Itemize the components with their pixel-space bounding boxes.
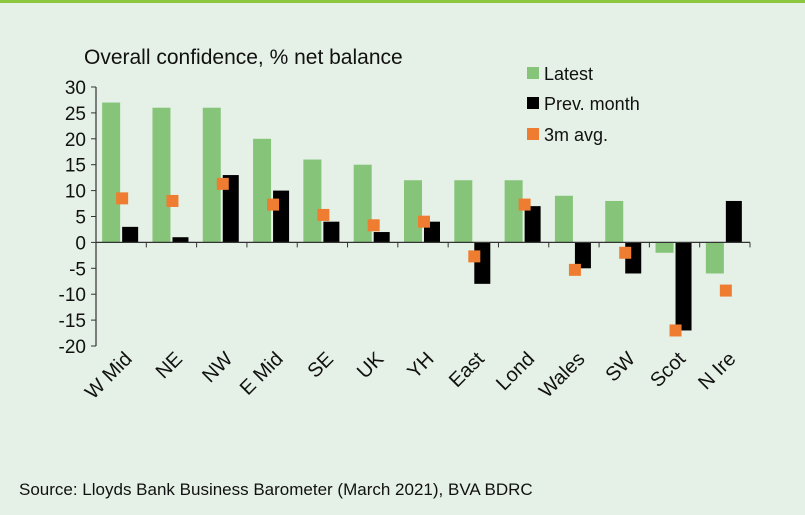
legend-label: Latest: [544, 64, 593, 84]
source-note: Source: Lloyds Bank Business Barometer (…: [19, 480, 533, 499]
y-tick-label: 10: [65, 182, 86, 203]
bar-latest: [454, 180, 473, 243]
marker-3m-avg: [619, 246, 632, 259]
category-label: NE: [152, 348, 187, 383]
y-tick-label: 25: [65, 104, 86, 125]
marker-3m-avg: [418, 215, 430, 228]
category-label: SW: [601, 348, 639, 386]
bar-latest: [202, 107, 221, 243]
bar-prev-month: [222, 175, 239, 243]
bar-latest: [605, 200, 624, 243]
category-label: SE: [303, 348, 337, 382]
bar-latest: [303, 159, 322, 243]
bar-latest: [404, 180, 422, 243]
marker-3m-avg: [468, 250, 481, 263]
category-label: UK: [353, 348, 389, 384]
bar-prev-month: [524, 206, 541, 243]
marker-3m-avg: [518, 198, 531, 211]
category-label: E Mid: [236, 348, 288, 400]
bar-latest: [655, 242, 674, 253]
marker-3m-avg: [669, 324, 682, 337]
marker-3m-avg: [116, 192, 129, 205]
y-tick-label: 0: [75, 233, 86, 254]
bar-prev-month: [474, 242, 491, 284]
marker-3m-avg: [216, 177, 229, 190]
bar-latest: [152, 107, 171, 243]
marker-3m-avg: [568, 263, 581, 276]
bar-latest: [353, 164, 372, 243]
y-tick-label: -15: [59, 311, 86, 332]
marker-3m-avg: [317, 208, 330, 221]
category-label: W Mid: [81, 348, 137, 404]
y-tick-label: 20: [65, 130, 86, 151]
y-tick-label: -5: [69, 259, 86, 280]
bar-prev-month: [675, 242, 692, 331]
top-rule: [0, 0, 805, 3]
category-label: N Ire: [694, 348, 740, 394]
bar-prev-month: [323, 221, 340, 243]
bar-prev-month: [574, 242, 591, 269]
legend-swatch-latest: [527, 67, 539, 79]
legend-swatch-3m-avg: [527, 128, 539, 140]
bar-prev-month: [373, 232, 390, 243]
y-tick-label: -20: [59, 337, 86, 358]
bar-latest: [504, 180, 523, 243]
bar-prev-month: [122, 226, 139, 243]
category-label: East: [445, 348, 489, 392]
chart-title: Overall confidence, % net balance: [84, 46, 403, 69]
y-tick-label: 15: [65, 156, 86, 177]
bar-latest: [705, 242, 724, 274]
category-label: Lond: [492, 348, 539, 395]
bar-prev-month: [725, 200, 742, 243]
bar-latest: [102, 102, 121, 243]
marker-3m-avg: [166, 194, 179, 207]
category-label: YH: [403, 348, 438, 383]
legend-swatch-prev-month: [527, 97, 539, 109]
y-tick-label: 30: [65, 78, 86, 99]
bar-prev-month: [172, 237, 189, 243]
legend-label: Prev. month: [544, 94, 640, 114]
y-tick-label: 5: [75, 208, 86, 229]
marker-3m-avg: [267, 198, 280, 211]
marker-3m-avg: [719, 284, 732, 297]
bar-latest: [554, 195, 573, 243]
category-label: NW: [198, 348, 237, 387]
legend-label: 3m avg.: [544, 125, 608, 145]
bar-prev-month: [273, 190, 290, 243]
category-label: Wales: [535, 348, 589, 402]
y-tick-label: -10: [59, 285, 86, 306]
marker-3m-avg: [367, 219, 380, 232]
bar-latest: [253, 138, 272, 243]
category-label: Scot: [646, 348, 690, 392]
